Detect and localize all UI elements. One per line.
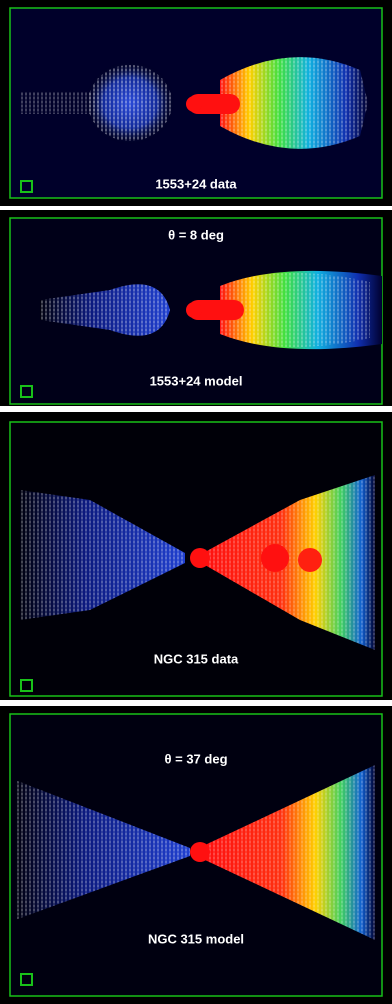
- panel-angle: θ = 8 deg: [168, 227, 224, 242]
- panel: θ = 8 deg 1553+24 model: [0, 210, 392, 406]
- panel: θ = 37 deg NGC 315 model: [0, 706, 392, 1004]
- panel-label: NGC 315 data: [154, 651, 239, 666]
- panel: NGC 315 data: [0, 412, 392, 700]
- panel-label: 1553+24 model: [150, 373, 243, 388]
- panel-label: 1553+24 data: [155, 176, 237, 191]
- panel: 1553+24 data: [0, 0, 392, 206]
- panel-label: NGC 315 model: [148, 931, 244, 946]
- panel-angle: θ = 37 deg: [164, 751, 227, 766]
